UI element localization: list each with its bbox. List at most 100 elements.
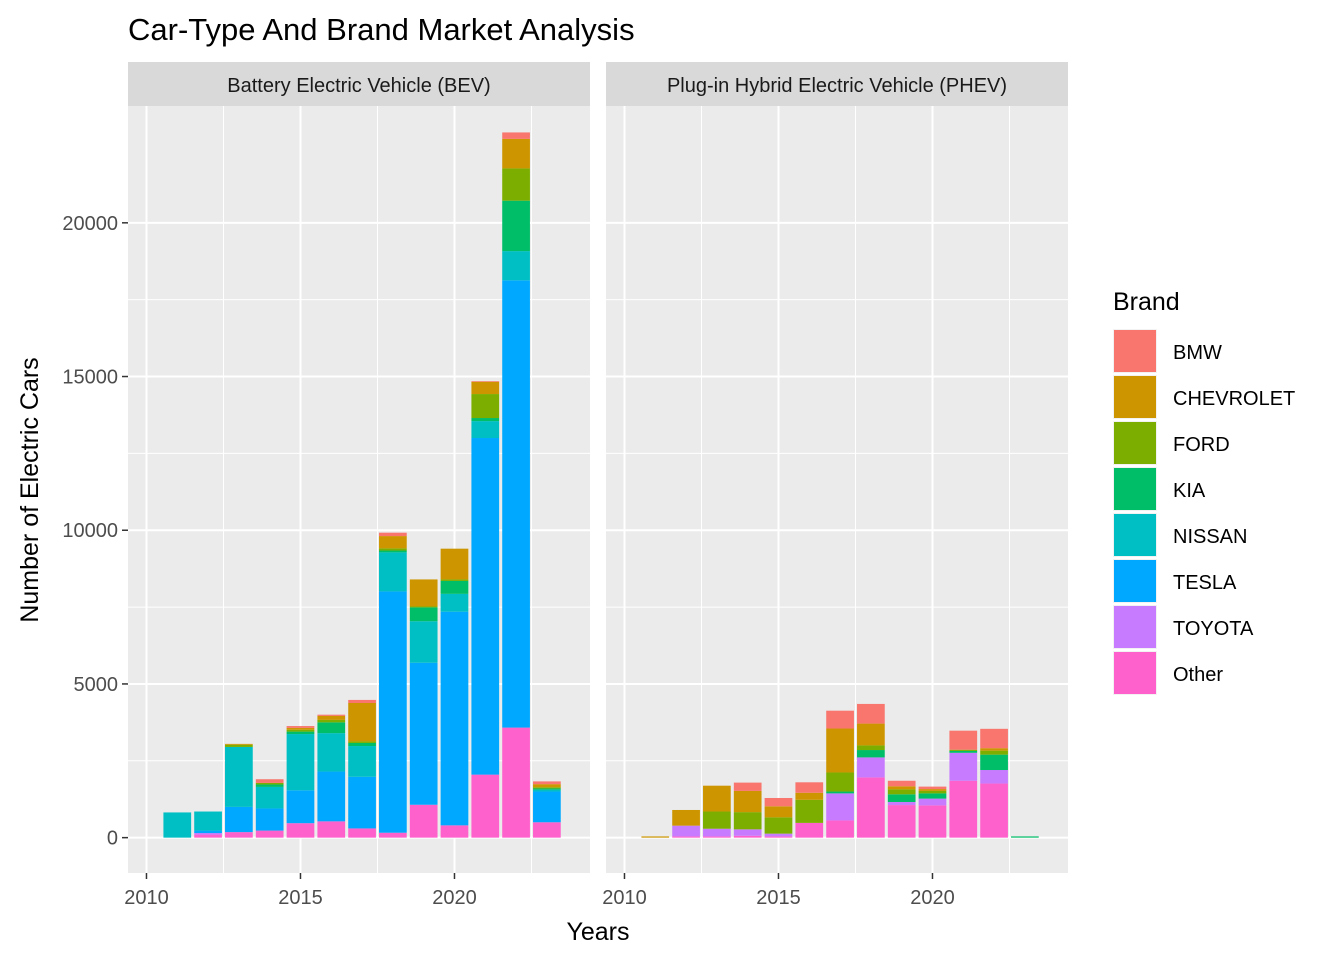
facet-strip-background (606, 62, 1068, 106)
bar-segment-kia (918, 793, 947, 799)
bar-segment-other (980, 783, 1008, 838)
facet-panel-1: Battery Electric Vehicle (BEV) 2010 2015 20… (62, 62, 590, 909)
legend-label: TESLA (1173, 572, 1237, 594)
bar-segment-ford (887, 789, 916, 795)
bar-segment-nissan (409, 621, 438, 663)
bar-segment-tesla (317, 771, 346, 822)
bar-segment-ford (440, 579, 469, 581)
bar-segment-bmw (795, 782, 824, 793)
bar-segment-ford (826, 772, 854, 792)
bar-segment-bmw (980, 728, 1008, 749)
bar-segment-chevrolet (348, 702, 376, 742)
bar-segment-bmw (533, 781, 561, 785)
x-tick-label: 2015 (278, 887, 323, 909)
bar-segment-nissan (194, 811, 222, 831)
facet-strip-label: Plug-in Hybrid Electric Vehicle (PHEV) (667, 75, 1007, 97)
bar-segment-other (286, 823, 315, 838)
bar-segment-chevrolet (672, 809, 700, 826)
bar-segment-toyota (672, 825, 700, 837)
bar-stack-2015 (286, 726, 315, 838)
bar-stack-2016 (317, 714, 346, 838)
bar-stack-2013 (225, 743, 253, 838)
bar-segment-chevrolet (764, 806, 793, 818)
bar-stack-2012 (672, 809, 700, 838)
bar-segment-nissan (225, 746, 253, 807)
legend-label: NISSAN (1173, 526, 1247, 548)
bar-segment-bmw (887, 780, 916, 787)
bar-segment-toyota (764, 833, 793, 837)
bar-segment-kia (409, 607, 438, 622)
bar-stack-2022 (980, 728, 1008, 838)
bar-segment-bmw (826, 710, 854, 729)
bar-segment-tesla (255, 808, 284, 831)
bar-stack-2020 (440, 548, 469, 838)
bar-segment-kia (286, 731, 315, 735)
bar-segment-ford (857, 745, 885, 751)
bar-segment-nissan (533, 789, 561, 792)
bar-segment-nissan (317, 733, 346, 772)
y-axis-label: Number of Electric Cars (16, 357, 44, 622)
chart-title: Car-Type And Brand Market Analysis (128, 12, 635, 47)
bar-segment-ford (918, 790, 947, 794)
bar-segment-other (733, 835, 762, 838)
legend-item-bmw: BMW (1113, 329, 1222, 373)
bar-segment-ford (733, 812, 762, 830)
bar-segment-nissan (502, 251, 530, 281)
bar-segment-other (949, 780, 978, 838)
y-tick-label: 0 (107, 828, 118, 850)
bar-stack-2017 (826, 710, 854, 838)
bar-segment-tesla (409, 662, 438, 805)
bar-segment-chevrolet (980, 748, 1008, 751)
legend-item-tesla: TESLA (1113, 559, 1237, 603)
bar-segment-kia (255, 784, 284, 787)
bar-segment-bmw (317, 714, 346, 716)
bar-segment-other (502, 727, 530, 838)
y-tick-label: 10000 (62, 520, 118, 542)
bar-segment-toyota (980, 770, 1008, 784)
bar-segment-chevrolet (826, 728, 854, 773)
bar-segment-kia (980, 754, 1008, 771)
facet-panel-2: Plug-in Hybrid Electric Vehicle (PHEV) 20… (602, 62, 1068, 909)
bar-segment-ford (317, 719, 346, 723)
bar-stack-2023 (533, 781, 561, 838)
bar-segment-chevrolet (533, 784, 561, 788)
bar-segment-chevrolet (733, 790, 762, 813)
bar-segment-chevrolet (225, 743, 253, 745)
bar-segment-kia (502, 200, 530, 252)
bar-stack-2012 (194, 811, 222, 838)
bar-segment-nissan (348, 746, 376, 777)
bar-segment-tesla (194, 830, 222, 834)
bar-segment-ford (764, 817, 793, 834)
bar-segment-kia (887, 794, 916, 802)
legend-label: TOYOTA (1173, 618, 1254, 640)
bar-segment-toyota (918, 798, 947, 806)
facet-strip-background (128, 62, 590, 106)
bar-segment-bmw (502, 132, 530, 139)
bar-segment-kia (1011, 836, 1039, 838)
bar-segment-ford (348, 741, 376, 743)
legend: Brand BMW CHEVROLET FORD KIA NISSAN TESLA TOYOT… (1113, 288, 1295, 695)
legend-label: FORD (1173, 434, 1230, 456)
bar-segment-ford (703, 811, 731, 829)
legend-item-nissan: NISSAN (1113, 513, 1247, 557)
bar-segment-bmw (348, 699, 376, 703)
bar-segment-nissan (471, 421, 500, 439)
bar-segment-bmw (918, 786, 947, 790)
bar-segment-kia (471, 418, 500, 422)
legend-swatch (1114, 468, 1156, 510)
bar-segment-ford (379, 548, 407, 551)
bar-segment-kia (949, 750, 978, 753)
legend-title: Brand (1113, 288, 1180, 316)
bar-segment-ford (533, 787, 561, 789)
bar-segment-tesla (379, 591, 407, 833)
bar-segment-ford (949, 749, 978, 751)
legend-item-chevrolet: CHEVROLET (1113, 375, 1295, 419)
bar-segment-other (471, 774, 500, 838)
bar-segment-chevrolet (409, 579, 438, 607)
bar-segment-tesla (348, 776, 376, 829)
bar-stack-2014 (255, 779, 284, 838)
bar-segment-nissan (440, 593, 469, 612)
bar-segment-other (255, 830, 284, 838)
bar-segment-other (826, 820, 854, 838)
